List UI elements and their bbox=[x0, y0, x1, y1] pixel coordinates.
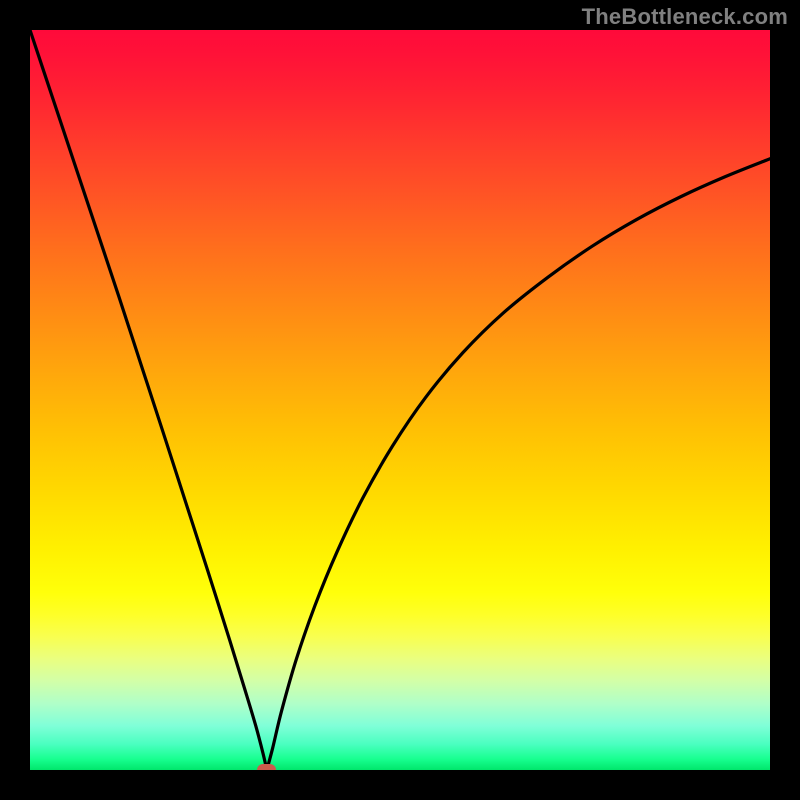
minimum-marker bbox=[257, 764, 276, 770]
plot-area bbox=[30, 30, 770, 770]
watermark-text: TheBottleneck.com bbox=[582, 4, 788, 30]
curve-path bbox=[30, 30, 770, 770]
bottleneck-curve bbox=[30, 30, 770, 770]
chart-container: TheBottleneck.com bbox=[0, 0, 800, 800]
